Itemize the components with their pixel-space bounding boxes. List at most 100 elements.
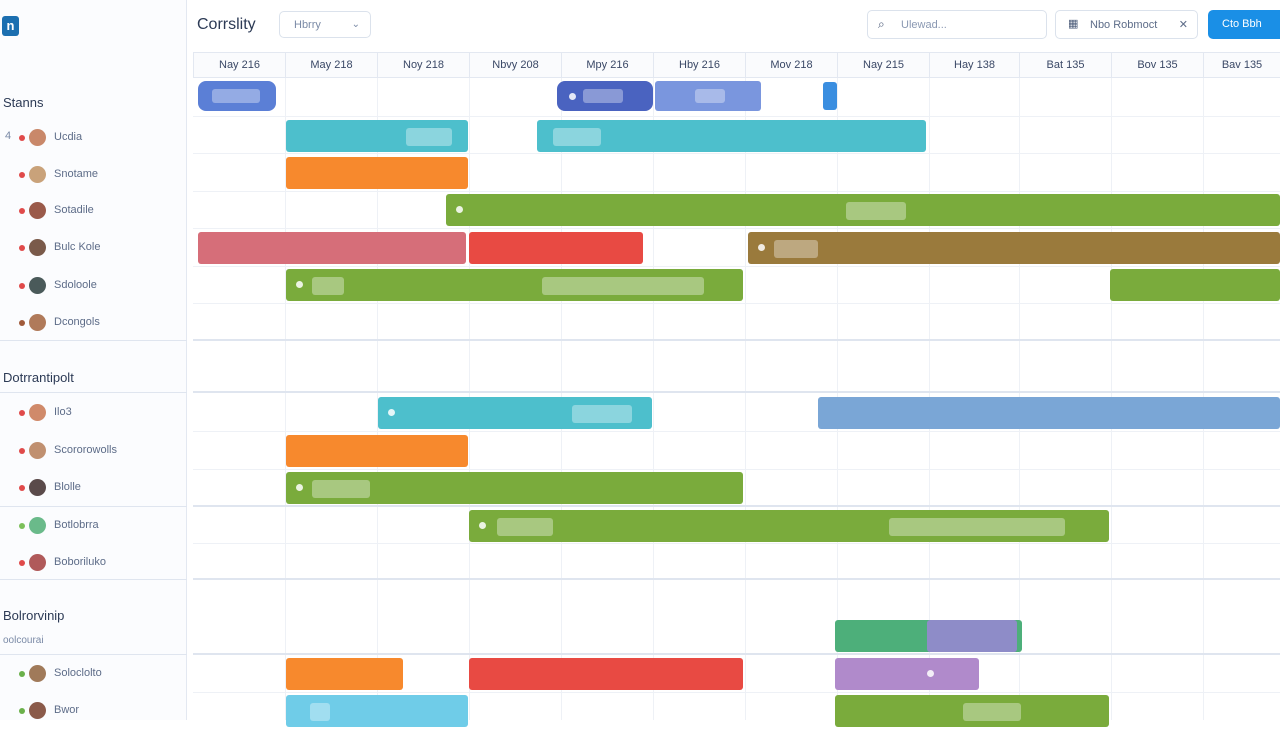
view-select-value: Hbrry (294, 19, 321, 31)
group-subtitle: oolcourai (3, 635, 44, 646)
task-chip (312, 480, 370, 498)
task-chip (310, 703, 330, 721)
chevron-down-icon: ⌄ (351, 19, 360, 30)
date-column[interactable]: Mpy 216 (561, 53, 653, 77)
task-bar[interactable] (286, 658, 403, 690)
timeline-header: Nay 216 May 218 Noy 218 Nbvy 208 Mpy 216… (193, 52, 1280, 78)
date-column[interactable]: Bov 135 (1111, 53, 1203, 77)
task-bar[interactable] (286, 120, 468, 152)
task-handle-icon (758, 244, 765, 251)
resource-name: Scororowolls (54, 444, 117, 456)
row-line (193, 692, 1280, 693)
task-chip (572, 405, 632, 423)
task-bar[interactable] (446, 194, 1280, 226)
resource-row[interactable]: Scororowolls (0, 433, 187, 469)
status-dot (19, 523, 25, 529)
date-column[interactable]: Nay 215 (837, 53, 929, 77)
resource-name: Ilo3 (54, 406, 72, 418)
row-number: 4 (5, 130, 12, 142)
resource-name: Ucdia (54, 131, 83, 143)
search-icon: ⌕ (878, 17, 885, 31)
avatar (29, 554, 46, 571)
task-bar[interactable] (469, 658, 743, 690)
task-bar[interactable] (835, 695, 1109, 727)
group-divider (0, 579, 187, 580)
date-column[interactable]: Noy 218 (377, 53, 469, 77)
task-bar[interactable] (818, 397, 1280, 429)
resource-row[interactable]: Dcongols (0, 305, 187, 341)
date-column[interactable]: Hby 216 (653, 53, 745, 77)
grid-icon: ▦ (1068, 18, 1079, 30)
resource-name: Botlobrra (54, 519, 99, 531)
task-bar[interactable] (537, 120, 926, 152)
primary-action-button[interactable]: Cto Bbh (1208, 10, 1280, 39)
group-divider (0, 654, 187, 655)
date-column[interactable]: Nbvy 208 (469, 53, 561, 77)
task-bar[interactable] (748, 232, 1280, 264)
task-bar[interactable] (198, 232, 466, 264)
avatar (29, 202, 46, 219)
resource-row[interactable]: Bwor (0, 693, 187, 729)
task-chip (583, 89, 623, 103)
task-bar[interactable] (835, 620, 1022, 652)
row-line (193, 153, 1280, 154)
date-column[interactable]: Hay 138 (929, 53, 1019, 77)
group-title-3: Bolrorvinip (3, 608, 65, 623)
task-bar[interactable] (286, 472, 743, 504)
task-bar[interactable] (286, 435, 468, 467)
task-chip (406, 128, 452, 146)
resource-row[interactable]: Blolle (0, 470, 187, 506)
task-bar[interactable] (835, 658, 979, 690)
resource-row[interactable]: Snotame (0, 157, 187, 193)
task-bar[interactable] (198, 81, 276, 111)
grid-line (285, 78, 286, 720)
task-chip (927, 620, 1017, 652)
resource-row[interactable]: Sotadile (0, 193, 187, 229)
date-column[interactable]: Bat 135 (1019, 53, 1111, 77)
task-bar[interactable] (557, 81, 653, 111)
task-bar[interactable] (286, 695, 468, 727)
task-chip (497, 518, 553, 536)
date-column[interactable]: May 218 (285, 53, 377, 77)
task-chip (846, 202, 906, 220)
task-bar[interactable] (823, 82, 837, 110)
task-bar[interactable] (655, 81, 761, 111)
avatar (29, 239, 46, 256)
resource-row[interactable]: Sdoloole (0, 268, 187, 304)
resource-filter-button[interactable]: ▦ Nbo Robmoct ✕ (1055, 10, 1198, 39)
resource-row[interactable]: Soloclolto (0, 656, 187, 692)
task-bar[interactable] (469, 510, 1109, 542)
resource-row[interactable]: 4 Ucdia (0, 120, 187, 156)
status-dot (19, 410, 25, 416)
status-dot (19, 485, 25, 491)
row-line (193, 431, 1280, 432)
date-column[interactable]: Nay 216 (193, 53, 285, 77)
task-bar[interactable] (469, 232, 643, 264)
row-line (193, 116, 1280, 117)
task-chip (889, 518, 1065, 536)
view-select[interactable]: Hbrry ⌄ (279, 11, 371, 38)
group-divider (193, 653, 1280, 655)
task-chip (553, 128, 601, 146)
task-handle-icon (296, 484, 303, 491)
date-column[interactable]: Bav 135 (1203, 53, 1280, 77)
resource-row[interactable]: Ilo3 (0, 395, 187, 431)
task-bar[interactable] (286, 269, 743, 301)
task-bar[interactable] (1110, 269, 1280, 301)
row-line (193, 469, 1280, 470)
task-chip (542, 277, 704, 295)
date-column[interactable]: Mov 218 (745, 53, 837, 77)
search-placeholder: Ulewad... (901, 19, 947, 31)
group-divider (0, 340, 187, 341)
status-dot (19, 135, 25, 141)
resource-row[interactable]: Bulc Kole (0, 230, 187, 266)
task-bar[interactable] (286, 157, 468, 189)
task-bar[interactable] (378, 397, 652, 429)
group-title-2: Dotrrantipolt (3, 370, 74, 385)
resource-name: Soloclolto (54, 667, 102, 679)
task-handle-icon (388, 409, 395, 416)
row-line (193, 228, 1280, 229)
resource-row[interactable]: Botlobrra (0, 508, 187, 544)
resource-row[interactable]: Boboriluko (0, 545, 187, 581)
search-input[interactable]: ⌕ Ulewad... (867, 10, 1047, 39)
